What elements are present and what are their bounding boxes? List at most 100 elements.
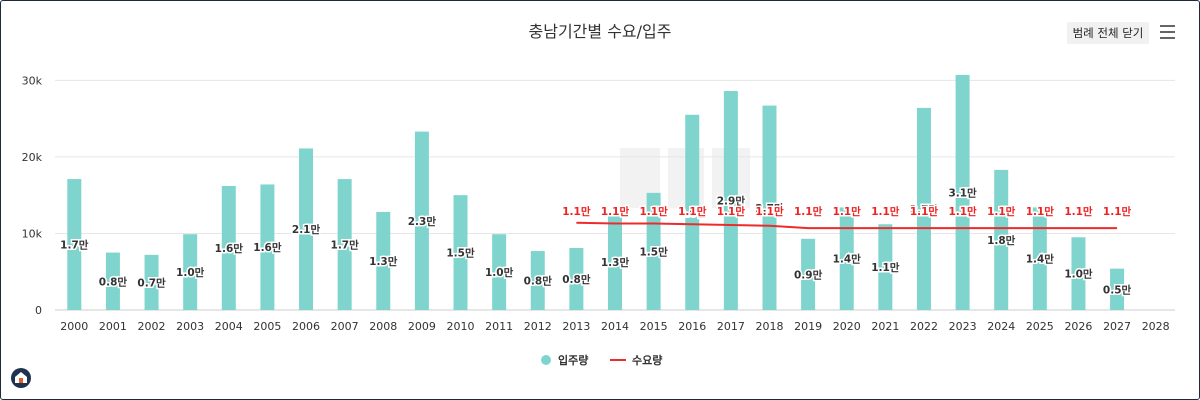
x-tick-label: 2018: [755, 320, 783, 333]
x-axis: 2000 2001 2002 2003 2004 2005 2006 2007 2008 2009…: [60, 320, 1169, 333]
x-tick-label: 2027: [1103, 320, 1131, 333]
bar: [916, 107, 931, 310]
x-tick-label: 2015: [640, 320, 668, 333]
line-data-label: 1.1만: [639, 205, 668, 218]
x-tick-label: 2023: [949, 320, 977, 333]
bar: [105, 252, 120, 310]
bar-data-label: 0.8만: [562, 273, 591, 286]
x-tick-label: 2026: [1064, 320, 1092, 333]
x-tick-label: 2013: [562, 320, 590, 333]
bar-series: [67, 74, 1125, 310]
bar-data-label: 1.0만: [176, 266, 205, 279]
bar: [839, 207, 854, 310]
chart-title: 충남기간별 수요/입주: [528, 22, 672, 41]
bar: [1032, 207, 1047, 310]
bar: [376, 212, 391, 310]
bar: [299, 148, 314, 310]
bar-data-label: 1.4만: [833, 253, 862, 266]
x-tick-label: 2024: [987, 320, 1015, 333]
bar-data-label: 1.3만: [601, 256, 630, 269]
x-tick-label: 2009: [408, 320, 436, 333]
bar: [183, 234, 198, 310]
bar: [801, 238, 816, 310]
x-tick-label: 2001: [99, 320, 127, 333]
x-tick-label: 2019: [794, 320, 822, 333]
line-data-label: 1.1만: [678, 205, 707, 218]
line-series: [576, 221, 1118, 230]
bar: [492, 234, 507, 310]
bar: [955, 74, 970, 310]
y-tick-label: 10k: [22, 227, 43, 240]
bar: [762, 105, 777, 310]
x-tick-label: 2004: [215, 320, 243, 333]
x-tick-label: 2008: [369, 320, 397, 333]
bar-data-label: 1.6만: [253, 241, 282, 254]
bar-data-label: 1.8만: [987, 234, 1016, 247]
x-tick-label: 2011: [485, 320, 513, 333]
bar: [608, 214, 622, 310]
bar-data-label: 3.1만: [948, 186, 977, 199]
bar-data-label: 1.7만: [331, 239, 360, 252]
x-tick-label: 2006: [292, 320, 320, 333]
line-data-label: 1.1만: [948, 205, 977, 218]
bar-data-label: 0.8만: [524, 275, 553, 288]
bar-data-label: 2.9만: [717, 195, 746, 208]
bar: [221, 185, 236, 310]
x-tick-label: 2000: [60, 320, 88, 333]
legend-toggle-button[interactable]: 범례 전체 닫기: [1067, 22, 1149, 44]
bar-data-label: 1.0만: [485, 266, 514, 279]
bar-data-label: 2.3만: [408, 215, 437, 228]
bar: [144, 254, 159, 310]
line-data-label: 1.1만: [1103, 205, 1132, 218]
menu-icon[interactable]: [1160, 25, 1175, 39]
line-data-label: 1.1만: [1064, 205, 1093, 218]
bar-data-label: 1.7만: [60, 239, 89, 252]
bar: [878, 224, 893, 310]
bar-data-label: 0.9만: [794, 268, 823, 281]
y-tick-label: 20k: [22, 151, 43, 164]
line-data-label: 1.1만: [1026, 205, 1055, 218]
legend[interactable]: 입주량 수요량: [541, 354, 662, 367]
bar: [994, 169, 1009, 310]
y-tick-label: 0: [35, 304, 42, 317]
x-tick-label: 2028: [1142, 320, 1170, 333]
x-tick-label: 2022: [910, 320, 938, 333]
x-tick-label: 2016: [678, 320, 706, 333]
x-tick-label: 2012: [524, 320, 552, 333]
bar: [453, 195, 468, 310]
x-tick-label: 2005: [253, 320, 281, 333]
home-icon[interactable]: [11, 368, 31, 388]
x-tick-label: 2020: [833, 320, 861, 333]
x-tick-label: 2014: [601, 320, 629, 333]
bar-data-label: 2.7만: [910, 203, 939, 216]
legend-label-bar: 입주량: [558, 354, 588, 367]
bar-data-label: 1.4만: [1026, 253, 1055, 266]
bar: [337, 179, 352, 310]
bar-data-label: 1.6만: [215, 242, 244, 255]
bar: [569, 247, 584, 310]
bar: [646, 192, 661, 310]
line-data-label: 1.1만: [987, 205, 1016, 218]
line-path: [576, 221, 1118, 230]
line-data-label: 1.1만: [871, 205, 900, 218]
bar: [530, 251, 545, 310]
bar-data-label: 1.1만: [871, 261, 900, 274]
bar-data-label: 2.6만: [678, 206, 707, 219]
x-tick-label: 2002: [138, 320, 166, 333]
bar: [260, 184, 275, 310]
line-data-label: 1.1만: [910, 205, 939, 218]
line-data-label: 1.1만: [833, 205, 862, 218]
bar: [67, 179, 82, 310]
y-axis: 0 10k 20k 30k: [22, 74, 43, 317]
bar: [1110, 268, 1125, 310]
bar-data-label: 0.5만: [1103, 283, 1132, 296]
bar-data-label: 1.0만: [1064, 268, 1093, 281]
x-tick-label: 2003: [176, 320, 204, 333]
line-data-label: 1.1만: [794, 205, 823, 218]
bar-data-label: 1.5만: [446, 247, 475, 260]
data-labels: 1.7만 0.8만 0.7만 1.0만 1.6만 1.6만 2.1만 1.7만 1.3만 2.3만…: [59, 185, 1133, 298]
bar-data-label: 0.8만: [99, 275, 128, 288]
x-tick-label: 2025: [1026, 320, 1054, 333]
line-data-label: 1.1만: [562, 205, 591, 218]
